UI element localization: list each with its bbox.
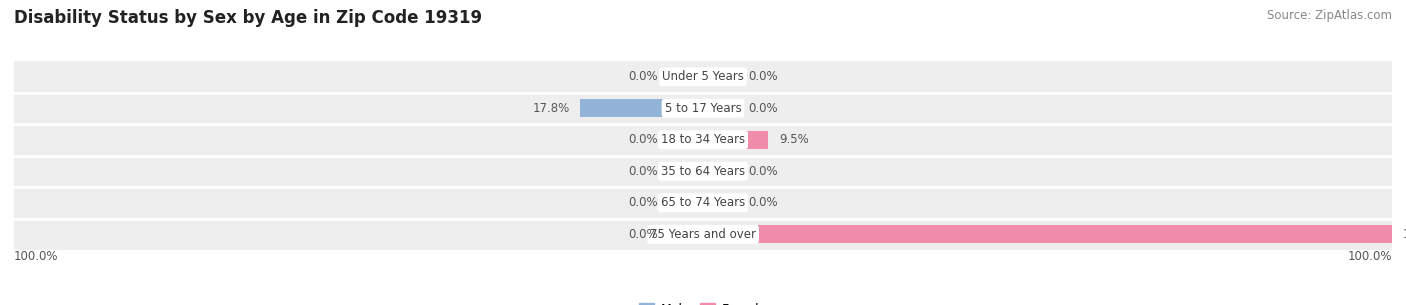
- Bar: [14, 156, 1392, 187]
- Text: 100.0%: 100.0%: [1347, 250, 1392, 263]
- Bar: [14, 187, 1392, 219]
- Text: 0.0%: 0.0%: [748, 165, 778, 178]
- Text: 100.0%: 100.0%: [14, 250, 59, 263]
- Bar: [703, 194, 738, 212]
- Text: Source: ZipAtlas.com: Source: ZipAtlas.com: [1267, 9, 1392, 22]
- Text: 75 Years and over: 75 Years and over: [650, 228, 756, 241]
- Bar: [14, 92, 1392, 124]
- Text: 0.0%: 0.0%: [628, 165, 658, 178]
- Text: Disability Status by Sex by Age in Zip Code 19319: Disability Status by Sex by Age in Zip C…: [14, 9, 482, 27]
- Bar: [669, 131, 703, 149]
- Text: 0.0%: 0.0%: [628, 133, 658, 146]
- Bar: [703, 131, 769, 149]
- Text: 0.0%: 0.0%: [748, 70, 778, 83]
- Bar: [703, 225, 1392, 243]
- Text: 100.0%: 100.0%: [1402, 228, 1406, 241]
- Bar: [703, 162, 738, 181]
- Bar: [703, 68, 738, 86]
- Legend: Male, Female: Male, Female: [640, 303, 766, 305]
- Bar: [669, 68, 703, 86]
- Text: 5 to 17 Years: 5 to 17 Years: [665, 102, 741, 115]
- Bar: [14, 124, 1392, 156]
- Text: 18 to 34 Years: 18 to 34 Years: [661, 133, 745, 146]
- Bar: [669, 225, 703, 243]
- Text: 9.5%: 9.5%: [779, 133, 808, 146]
- Bar: [703, 99, 738, 117]
- Text: 0.0%: 0.0%: [748, 196, 778, 209]
- Text: 0.0%: 0.0%: [628, 228, 658, 241]
- Bar: [14, 219, 1392, 250]
- Text: 17.8%: 17.8%: [533, 102, 569, 115]
- Bar: [14, 61, 1392, 92]
- Bar: [669, 162, 703, 181]
- Text: 0.0%: 0.0%: [628, 70, 658, 83]
- Bar: [581, 99, 703, 117]
- Bar: [669, 194, 703, 212]
- Text: Under 5 Years: Under 5 Years: [662, 70, 744, 83]
- Text: 0.0%: 0.0%: [748, 102, 778, 115]
- Text: 65 to 74 Years: 65 to 74 Years: [661, 196, 745, 209]
- Text: 0.0%: 0.0%: [628, 196, 658, 209]
- Text: 35 to 64 Years: 35 to 64 Years: [661, 165, 745, 178]
